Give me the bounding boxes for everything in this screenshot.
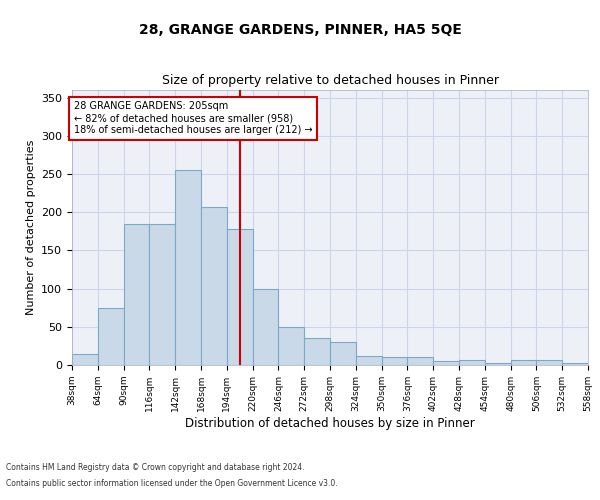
Bar xyxy=(356,356,382,365)
Title: Size of property relative to detached houses in Pinner: Size of property relative to detached ho… xyxy=(161,74,499,88)
Bar xyxy=(253,288,278,365)
Text: 28, GRANGE GARDENS, PINNER, HA5 5QE: 28, GRANGE GARDENS, PINNER, HA5 5QE xyxy=(139,22,461,36)
Text: Contains HM Land Registry data © Crown copyright and database right 2024.: Contains HM Land Registry data © Crown c… xyxy=(6,464,305,472)
Bar xyxy=(407,358,433,365)
Bar xyxy=(175,170,201,365)
Bar xyxy=(72,354,98,365)
Text: 28 GRANGE GARDENS: 205sqm
← 82% of detached houses are smaller (958)
18% of semi: 28 GRANGE GARDENS: 205sqm ← 82% of detac… xyxy=(74,102,313,134)
Bar xyxy=(433,361,459,365)
Bar xyxy=(278,327,304,365)
Bar xyxy=(149,224,175,365)
Bar xyxy=(536,360,562,365)
Bar xyxy=(511,360,536,365)
Bar xyxy=(124,224,149,365)
Bar xyxy=(227,229,253,365)
Bar xyxy=(201,207,227,365)
Bar xyxy=(459,360,485,365)
Y-axis label: Number of detached properties: Number of detached properties xyxy=(26,140,35,315)
Bar xyxy=(330,342,356,365)
Bar xyxy=(382,358,407,365)
Text: Contains public sector information licensed under the Open Government Licence v3: Contains public sector information licen… xyxy=(6,478,338,488)
X-axis label: Distribution of detached houses by size in Pinner: Distribution of detached houses by size … xyxy=(185,416,475,430)
Bar xyxy=(485,364,511,365)
Bar xyxy=(562,364,588,365)
Bar xyxy=(304,338,330,365)
Bar xyxy=(98,308,124,365)
